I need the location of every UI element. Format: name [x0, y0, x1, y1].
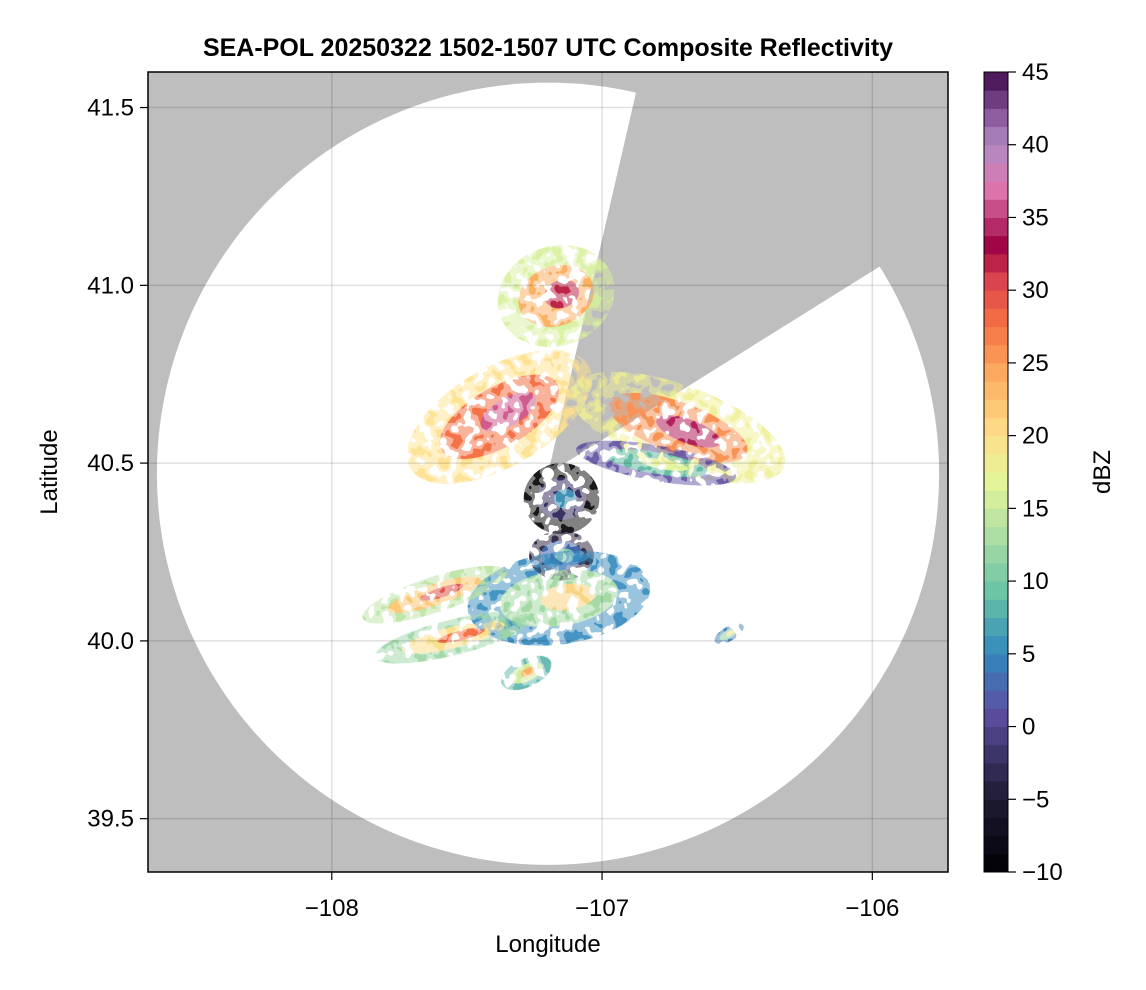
colorbar-bin: [984, 690, 1008, 709]
colorbar-bin: [984, 853, 1008, 873]
echo-core: [420, 583, 464, 601]
reflectivity-echo-layer: [362, 244, 786, 691]
colorbar: −10 −5 0 5 10 15 20 25 30 35 40 45: [983, 59, 1063, 886]
colorbar-bin: [984, 253, 1008, 273]
colorbar-bin: [984, 799, 1008, 818]
colorbar-bin: [984, 344, 1008, 364]
radar-site-layer: [542, 467, 554, 480]
colorbar-bin: [984, 544, 1008, 564]
colorbar-bin: [984, 781, 1008, 800]
colorbar-bin: [984, 508, 1008, 528]
colorbar-bin: [984, 381, 1008, 400]
colorbar-bin: [984, 181, 1008, 200]
colorbar-bin: [984, 708, 1008, 728]
echo-core: [553, 488, 577, 509]
echo-region: [576, 440, 737, 486]
colorbar-tick-label: −5: [1022, 786, 1049, 813]
colorbar-bin: [984, 744, 1008, 764]
colorbar-bin: [984, 235, 1008, 255]
colorbar-bin: [984, 672, 1008, 691]
colorbar-tick-label: 5: [1022, 641, 1035, 668]
colorbar-tick-label: 10: [1022, 568, 1049, 595]
colorbar-bin: [984, 817, 1008, 837]
colorbar-tick-label: 20: [1022, 423, 1049, 450]
echo-core: [726, 629, 735, 636]
colorbar-bin: [984, 144, 1008, 164]
colorbar-bin: [984, 108, 1008, 128]
x-axis-ticks: −108 −107 −106: [305, 872, 899, 922]
colorbar-bin: [984, 526, 1008, 546]
colorbar-bin: [984, 453, 1008, 473]
colorbar-tick-label: 35: [1022, 204, 1049, 231]
colorbar-bin: [984, 217, 1008, 237]
x-tick-label: −108: [305, 895, 359, 922]
colorbar-tick-label: 0: [1022, 714, 1035, 741]
y-tick-label: 40.0: [87, 628, 134, 655]
echo-region: [714, 623, 744, 644]
colorbar-bin: [984, 199, 1008, 218]
colorbar-bin: [984, 472, 1008, 491]
echo-region: [497, 244, 615, 348]
colorbar-bin: [984, 762, 1008, 782]
y-tick-label: 41.0: [87, 272, 134, 299]
colorbar-bin: [984, 635, 1008, 655]
echo-core: [544, 279, 580, 309]
colorbar-tick-label: 30: [1022, 277, 1049, 304]
echo-core: [640, 458, 689, 471]
y-tick-label: 39.5: [87, 806, 134, 833]
colorbar-bin: [984, 72, 1008, 91]
x-axis-label: Longitude: [495, 931, 600, 958]
radar-site-marker: [542, 467, 554, 480]
echo-region: [523, 463, 600, 535]
colorbar-bin: [984, 308, 1008, 328]
colorbar-bin: [984, 326, 1008, 346]
colorbar-bin: [984, 126, 1008, 146]
echo-region: [406, 349, 592, 484]
colorbar-bin: [984, 726, 1008, 746]
colorbar-frame: [983, 71, 1009, 873]
echo-region: [570, 371, 786, 484]
y-axis-label: Latitude: [36, 429, 63, 514]
echo-region: [362, 565, 507, 624]
x-tick-label: −107: [575, 895, 629, 922]
colorbar-bin: [984, 562, 1008, 582]
colorbar-bin: [984, 362, 1008, 382]
chart-title: SEA-POL 20250322 1502-1507 UTC Composite…: [203, 34, 893, 62]
colorbar-bin: [984, 162, 1008, 182]
colorbar-bin: [984, 599, 1008, 618]
colorbar-bin: [984, 290, 1008, 309]
echo-core: [521, 666, 537, 677]
grid-lines: [148, 72, 948, 872]
y-axis-ticks: 39.5 40.0 40.5 41.0 41.5: [87, 95, 148, 833]
y-tick-label: 40.5: [87, 450, 134, 477]
colorbar-bin: [984, 490, 1008, 509]
colorbar-tick-label: 15: [1022, 495, 1049, 522]
echo-core: [437, 627, 485, 643]
echo-core: [540, 583, 596, 611]
echo-region: [374, 611, 533, 664]
colorbar-tick-label: −10: [1022, 859, 1063, 886]
echo-core: [656, 415, 721, 448]
colorbar-tick-label: 40: [1022, 132, 1049, 159]
colorbar-bin: [984, 435, 1008, 455]
colorbar-tick-label: 45: [1022, 59, 1049, 86]
colorbar-bin: [984, 417, 1008, 437]
echo-region: [501, 655, 552, 691]
colorbar-tick-label: 25: [1022, 350, 1049, 377]
colorbar-bin: [984, 399, 1008, 418]
plot-frame: [147, 71, 949, 873]
colorbar-bin: [984, 90, 1008, 109]
x-tick-label: −106: [845, 895, 899, 922]
y-tick-label: 41.5: [87, 95, 134, 122]
colorbar-label: dBZ: [1089, 450, 1116, 494]
colorbar-bin: [984, 272, 1008, 291]
colorbar-bin: [984, 581, 1008, 600]
colorbar-bin: [984, 653, 1008, 673]
echo-core: [480, 392, 536, 432]
colorbar-bin: [984, 617, 1008, 637]
colorbar-bin: [984, 835, 1008, 855]
